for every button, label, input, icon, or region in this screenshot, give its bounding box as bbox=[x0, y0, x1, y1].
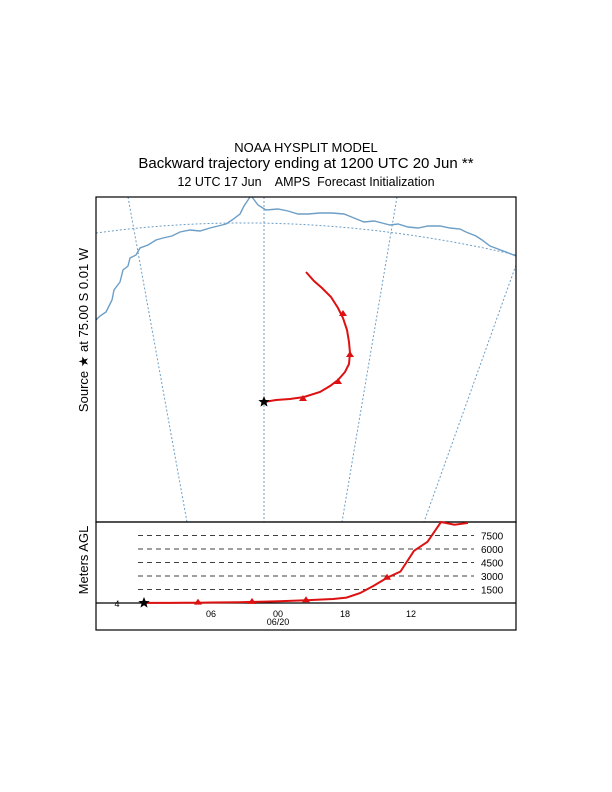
source-location-label: Source ★ at 75.00 S 0.01 W bbox=[76, 247, 91, 412]
x-tick-date-label: 06/20 bbox=[267, 617, 290, 627]
altitude-trajectory-marker bbox=[248, 597, 256, 604]
trajectory-path bbox=[263, 271, 354, 403]
y-tick-label: 7500 bbox=[481, 532, 504, 543]
map-frame bbox=[95, 196, 517, 523]
trajectory-title: Backward trajectory ending at 1200 UTC 2… bbox=[138, 155, 474, 172]
y-tick-label: 4500 bbox=[481, 559, 504, 570]
y-tick-label: 3000 bbox=[481, 572, 504, 583]
x-tick-label: 18 bbox=[340, 609, 350, 619]
altitude-trajectory-marker bbox=[194, 598, 202, 605]
coastline bbox=[96, 197, 516, 321]
altitude-trajectory-marker bbox=[383, 573, 391, 580]
altitude-frame bbox=[95, 521, 517, 631]
x-tick-label: 06 bbox=[206, 609, 216, 619]
altitude-start-star-icon bbox=[138, 597, 150, 608]
y-tick-label: 6000 bbox=[481, 545, 504, 556]
meridian-line bbox=[423, 264, 516, 522]
initialization-subtitle: 12 UTC 17 Jun AMPS Forecast Initializati… bbox=[177, 175, 435, 189]
trajectory-marker bbox=[346, 351, 354, 357]
source-star-icon bbox=[258, 396, 270, 407]
meridian-line bbox=[127, 197, 188, 522]
altitude-axis-label: Meters AGL bbox=[76, 526, 91, 595]
model-title: NOAA HYSPLIT MODEL bbox=[234, 140, 378, 155]
x-tick-label: 00 bbox=[273, 609, 283, 619]
altitude-trajectory-marker bbox=[302, 596, 310, 603]
y-tick-label: 1500 bbox=[481, 586, 504, 597]
map-panel: Source ★ at 75.00 S 0.01 W bbox=[76, 196, 517, 523]
trajectory-marker bbox=[334, 378, 342, 384]
start-marker-label: 4 bbox=[114, 599, 119, 609]
meridian-line bbox=[341, 197, 398, 522]
altitude-panel: Meters AGL 7500 6000 4500 3000 1500 06 00 18 12… bbox=[76, 520, 517, 631]
trajectory-marker bbox=[339, 310, 347, 316]
x-tick-label: 12 bbox=[406, 609, 416, 619]
trajectory-marker bbox=[299, 395, 307, 401]
